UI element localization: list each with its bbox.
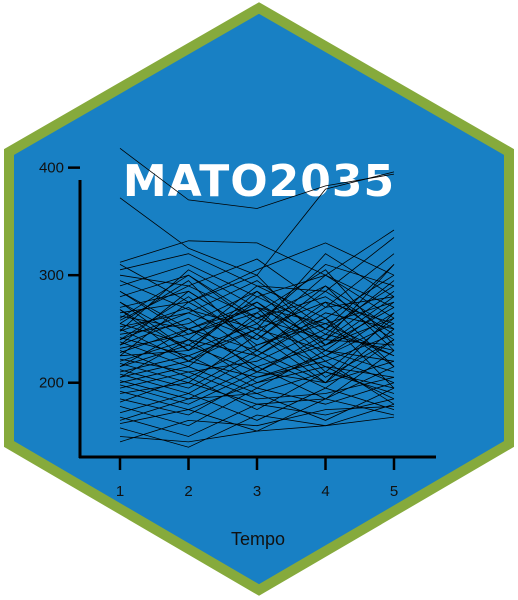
series-line xyxy=(119,274,395,346)
series-line xyxy=(119,387,395,421)
x-ticks: 1 2 3 4 5 xyxy=(116,457,398,500)
x-tick-label: 4 xyxy=(321,483,329,500)
series-line xyxy=(119,328,395,373)
series-line xyxy=(119,350,395,400)
series-layer xyxy=(119,147,395,448)
line-chart: 200 300 400 1 2 3 4 5 Tempo xyxy=(39,147,436,549)
series-line xyxy=(119,147,395,209)
series-line xyxy=(119,264,395,341)
series-line xyxy=(119,371,395,411)
series-line xyxy=(119,269,395,346)
series-line xyxy=(119,229,395,276)
series-line xyxy=(119,269,395,357)
series-line xyxy=(119,296,395,367)
series-line xyxy=(119,280,395,352)
series-line xyxy=(119,366,395,411)
x-tick-label: 1 xyxy=(116,483,124,500)
series-line xyxy=(119,317,395,389)
series-line xyxy=(119,406,395,443)
series-line xyxy=(119,403,395,448)
y-tick-label: 200 xyxy=(39,375,64,392)
series-line xyxy=(119,290,395,384)
x-axis-title: Tempo xyxy=(231,529,285,549)
series-line xyxy=(119,280,395,367)
series-line xyxy=(119,416,395,443)
x-tick-label: 3 xyxy=(253,483,261,500)
hexagon-badge xyxy=(4,2,514,596)
y-tick-label: 300 xyxy=(39,267,64,284)
x-tick-label: 5 xyxy=(390,483,398,500)
series-line xyxy=(119,360,395,416)
series-line xyxy=(119,387,395,421)
x-tick-label: 2 xyxy=(184,483,192,500)
series-line xyxy=(119,263,395,325)
y-ticks: 200 300 400 xyxy=(39,160,80,392)
y-tick-label: 400 xyxy=(39,160,64,177)
series-line xyxy=(119,382,395,427)
